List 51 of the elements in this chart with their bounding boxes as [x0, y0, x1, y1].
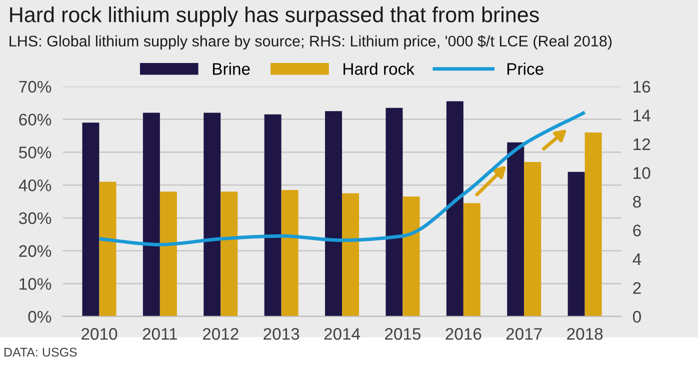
x-tick-label: 2013 [264, 328, 300, 340]
x-tick-label: 2010 [82, 328, 118, 340]
bar [325, 111, 342, 316]
y-tick-label: 50% [19, 146, 52, 158]
bar [446, 101, 464, 316]
y2-tick-label: 6 [633, 224, 641, 236]
x-tick-label: 2016 [446, 328, 482, 340]
y2-tick-label: 16 [634, 80, 650, 93]
x-tick-label: 2012 [202, 328, 238, 340]
bar [463, 203, 480, 316]
y-tick-label: 60% [19, 114, 52, 126]
bar [220, 192, 238, 316]
bar [342, 193, 360, 316]
x-tick-label: 2015 [385, 328, 421, 340]
x-tick-label: 2011 [142, 328, 178, 340]
y2-tick-label: 10 [634, 167, 650, 179]
bar [386, 108, 403, 316]
bar [507, 142, 524, 316]
bar [99, 182, 116, 316]
bar [524, 162, 542, 316]
text: DATA: USGS [4, 348, 77, 357]
y-tick-label: 20% [19, 245, 52, 257]
bar [568, 172, 585, 316]
chart-title: Hard rock lithium supply has surpassed that from brines [10, 6, 539, 27]
y2-tick-label: 4 [632, 254, 642, 266]
y2-tick-label: 2 [633, 282, 641, 294]
y-tick-label: 10% [20, 278, 52, 290]
legend-label: Price [507, 62, 544, 75]
bar [160, 192, 177, 316]
y2-tick-label: 0 [632, 310, 641, 323]
chart-subtitle: LHS: Global lithium supply share by source; RHS: Lithium price, '000 $/t LCE (Real 2018) [10, 35, 612, 50]
legend-label: Brine [212, 62, 250, 75]
legend-label: Hard rock [344, 62, 414, 75]
bar [584, 132, 602, 316]
bar [204, 112, 221, 316]
x-tick-label: 2017 [506, 328, 542, 340]
y-tick-label: 70% [19, 80, 52, 93]
bar [264, 114, 282, 316]
y-tick-label: 40% [18, 179, 52, 192]
y-tick-label: 0% [28, 310, 52, 323]
bar [82, 122, 100, 316]
bar [142, 112, 160, 316]
y2-tick-label: 14 [634, 110, 650, 122]
y-tick-label: 30% [18, 212, 52, 224]
x-tick-label: 2014 [324, 328, 360, 340]
y2-tick-label: 12 [634, 138, 650, 150]
line-series [98, 110, 587, 246]
bar [281, 190, 298, 316]
x-tick-label: 2018 [567, 328, 603, 340]
y2-tick-label: 8 [633, 196, 641, 208]
bar [402, 196, 420, 316]
